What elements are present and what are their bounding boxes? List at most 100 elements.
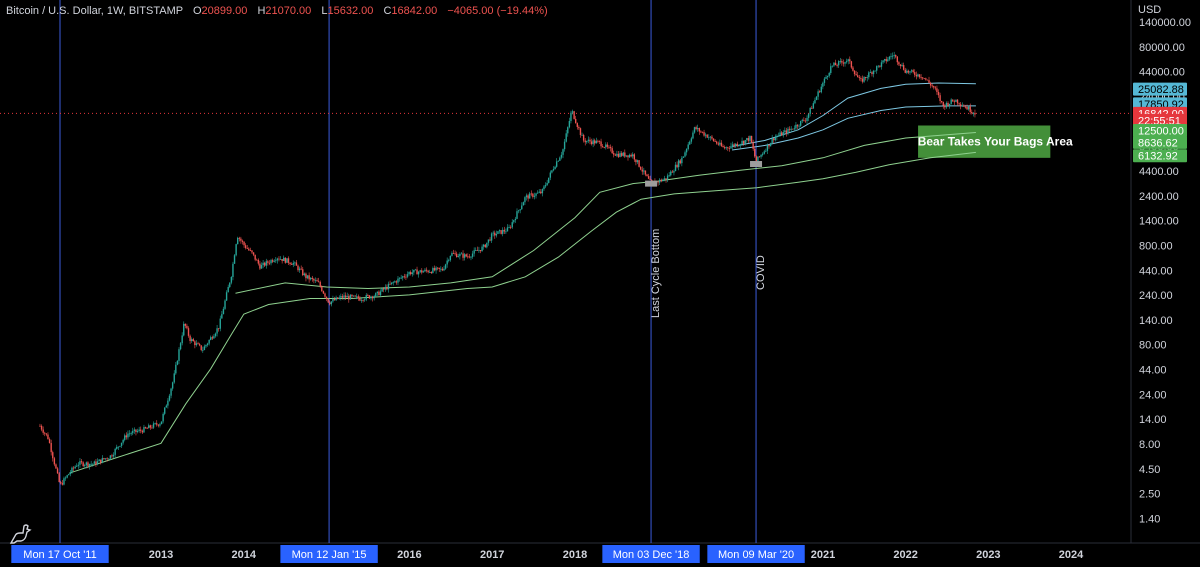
time-marker-badge[interactable] [707,545,805,563]
candle-body [720,142,723,147]
candle-body [244,245,247,248]
tradingview-logo-icon[interactable] [8,521,34,547]
candle-body [668,175,670,177]
candle-body [427,270,429,273]
candle-body [872,70,875,75]
candle-body [297,265,299,271]
candle-body [58,473,60,482]
price-tick-label: 24.00 [1139,389,1167,401]
price-badge [1133,113,1187,127]
candle-body [695,127,697,130]
candle-body [614,154,617,156]
candle-body [850,61,853,68]
bear-area-label: Bear Takes Your Bags Area [918,135,1073,149]
candle-body [206,343,209,345]
candle-body [682,156,685,158]
candle-body [85,462,88,466]
candle-body [511,222,513,228]
candle-body [576,123,578,127]
candle-body [500,230,502,234]
candle-body [749,135,751,141]
bear-area-box[interactable] [918,125,1051,158]
candle-body [893,55,895,56]
candle-body [796,124,799,127]
price-tick-label: 44000.00 [1139,67,1185,79]
candle-body [124,435,126,440]
candle-body [540,191,542,194]
candle-body [624,152,626,157]
candle-body [548,177,550,183]
candle-body [828,73,830,76]
candle-body [192,339,194,342]
candle-body [278,258,280,260]
candle-body [536,192,539,194]
candle-body [252,252,255,255]
candle-body [822,82,824,87]
time-marker-label: Mon 09 Mar '20 [718,549,794,561]
candle-body [883,59,886,61]
candle-body [354,295,356,297]
candle-body [904,69,906,73]
time-marker-badge[interactable] [602,545,700,563]
low-value: 15632.00 [327,5,374,17]
candle-body [402,276,404,278]
candle-body [633,154,636,160]
candle-body [620,153,623,156]
candle-body [619,153,621,157]
candle-body [141,430,144,433]
candle-body [785,130,788,134]
candle-body [222,308,225,315]
candle-body [50,443,52,453]
candle-body [409,272,412,275]
candle-body [214,333,217,337]
candle-body [275,260,277,262]
candle-body [750,135,753,143]
candle-body [525,195,528,198]
candle-body [543,186,545,190]
candle-body [283,257,285,261]
candle-body [79,461,81,465]
candle-body [811,107,813,109]
candle-body [127,433,129,438]
time-tick-label: 2016 [397,549,421,561]
candle-body [963,105,965,107]
candle-body [103,458,105,460]
time-marker-badge[interactable] [11,545,109,563]
price-badge [1133,124,1187,138]
candle-body [321,286,323,292]
candle-body [947,102,949,106]
price-badge [1133,82,1187,96]
candle-body [692,132,694,139]
candle-body [643,170,645,172]
time-marker-badge[interactable] [280,545,378,563]
candle-body [225,292,228,301]
candle-body [646,174,648,177]
candle-body [144,427,147,429]
candle-body [964,106,967,108]
candle-body [509,227,512,229]
candle-body [95,461,97,465]
candle-body [598,140,601,142]
candle-body [365,294,367,300]
candle-body [818,91,821,93]
candle-body [72,467,75,469]
candle-body [451,253,453,256]
candle-body [628,154,631,158]
candle-body [798,125,800,127]
candle-body [969,106,971,113]
candle-body [517,210,520,212]
candle-body [76,465,78,467]
candle-body [912,70,914,73]
price-tick-label: 44.00 [1139,365,1167,377]
candle-body [814,99,816,104]
candle-body [454,253,456,255]
candle-body [554,166,556,170]
candle-body [849,59,851,62]
candle-body [524,197,526,203]
candle-body [325,296,328,299]
candle-body [40,425,43,430]
candle-body [853,70,856,75]
candle-body [276,258,279,261]
candle-body [273,260,275,262]
